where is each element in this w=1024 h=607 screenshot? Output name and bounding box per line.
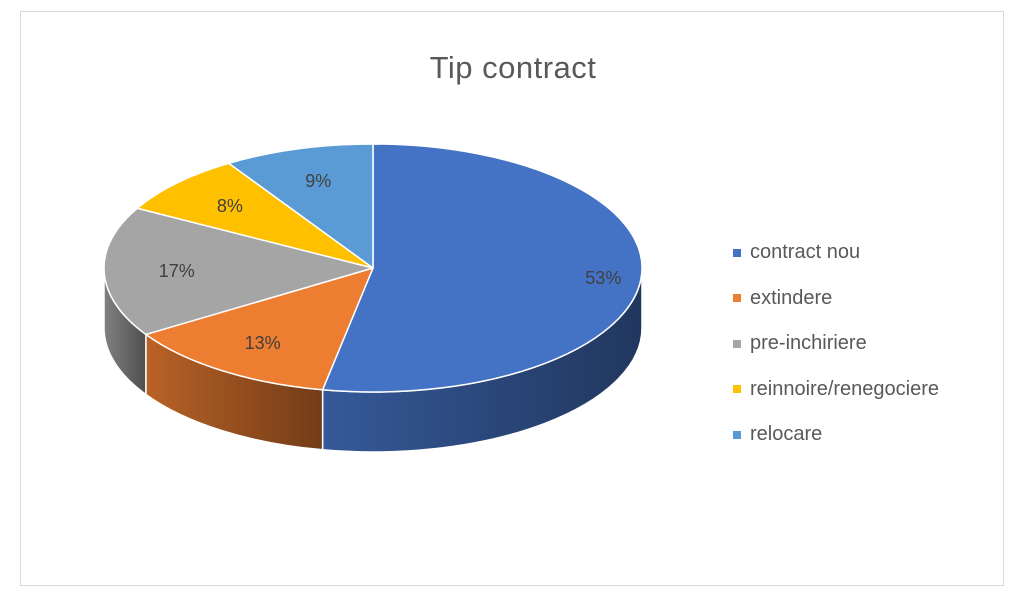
data-label-relocare: 9% [305, 171, 331, 191]
legend-label: extindere [750, 286, 833, 309]
data-label-contract-nou: 53% [585, 268, 621, 288]
legend-item: pre-inchiriere [733, 321, 939, 367]
pie-slice-reinnoire-renegociere [136, 162, 374, 269]
legend-item: reinnoire/renegociere [733, 367, 939, 413]
chart-title: Tip contract [429, 50, 597, 85]
data-label-pre-inchiriere: 17% [159, 261, 195, 281]
data-label-extindere: 13% [245, 333, 281, 353]
legend-label: reinnoire/renegociere [750, 377, 940, 400]
legend-swatch [733, 430, 741, 439]
legend-swatch [733, 248, 741, 257]
legend-label: relocare [750, 423, 823, 446]
pie-slice-contract-nou [321, 143, 643, 393]
legend-label: contract nou [750, 241, 861, 264]
legend-swatch [733, 339, 741, 348]
pie-side-walls [103, 267, 643, 453]
legend-item: relocare [733, 412, 939, 458]
data-label-reinnoire-renegociere: 8% [217, 196, 243, 216]
legend-label: pre-inchiriere [750, 332, 867, 355]
pie-chart: 53% 13% 17% 8% 9% [103, 143, 643, 453]
pie-slice-extindere [145, 267, 374, 391]
pie-slice-pre-inchiriere [103, 207, 374, 336]
legend-swatch [733, 294, 741, 303]
legend-item: contract nou [733, 230, 939, 276]
legend-swatch [733, 385, 741, 394]
chart-area: Tip contract 53% 13% 17% 8% 9% contract nou e… [20, 11, 1004, 586]
legend: contract nou extindere pre-inchiriere reinn… [733, 230, 939, 458]
pie-top [103, 143, 643, 393]
legend-item: extindere [733, 276, 939, 322]
pie-slice-relocare [228, 143, 374, 269]
pie-data-labels: 53% 13% 17% 8% 9% [159, 171, 622, 353]
